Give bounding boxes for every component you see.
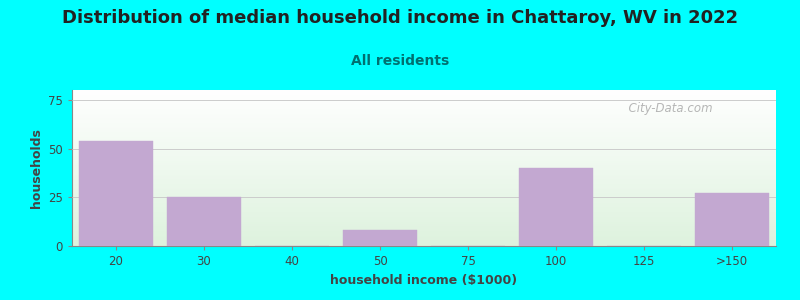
- Bar: [342, 230, 418, 246]
- X-axis label: household income ($1000): household income ($1000): [330, 274, 518, 286]
- Y-axis label: households: households: [30, 128, 42, 208]
- Text: All residents: All residents: [351, 54, 449, 68]
- Bar: [694, 193, 770, 246]
- Text: City-Data.com: City-Data.com: [621, 102, 713, 115]
- Text: Distribution of median household income in Chattaroy, WV in 2022: Distribution of median household income …: [62, 9, 738, 27]
- Bar: [78, 141, 154, 246]
- Bar: [518, 168, 594, 246]
- Bar: [166, 197, 242, 246]
